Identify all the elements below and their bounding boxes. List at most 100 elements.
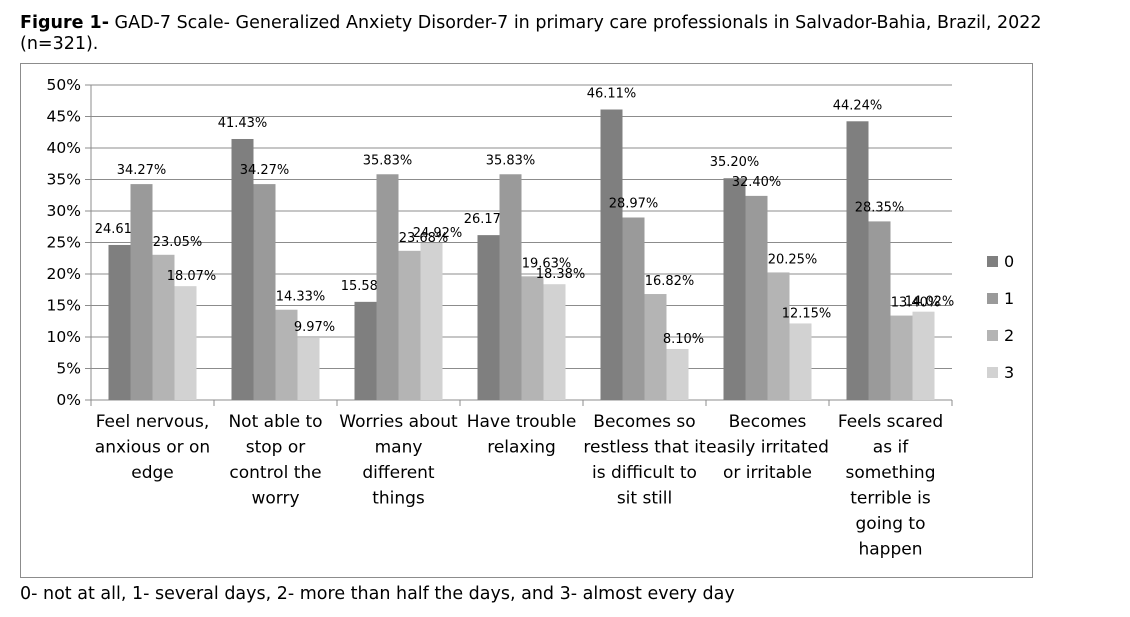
- category-label-line: many: [375, 438, 423, 458]
- category-label-line: control the: [229, 463, 321, 483]
- category-label-line: things: [372, 489, 425, 509]
- bar-series-3: [420, 243, 443, 400]
- category-label-line: restless that it: [583, 438, 706, 458]
- bar-series-3: [543, 284, 566, 400]
- bar-series-2: [275, 309, 298, 400]
- category-label-line: Feel nervous,: [96, 412, 210, 432]
- data-label: 9.97%: [294, 320, 335, 335]
- figure-title-text: GAD-7 Scale- Generalized Anxiety Disorde…: [20, 13, 1042, 54]
- y-tick-label: 10%: [47, 328, 81, 346]
- data-label: 16.82%: [645, 274, 695, 289]
- bar-series-3: [297, 337, 320, 400]
- category-label-line: something: [845, 463, 935, 483]
- data-label: 32.40%: [732, 175, 782, 190]
- figure-title-prefix: Figure 1-: [20, 13, 109, 33]
- category-label-line: happen: [858, 540, 922, 560]
- category-label-line: stop or: [246, 438, 306, 458]
- category-label-line: Not able to: [228, 412, 322, 432]
- y-tick-label: 15%: [47, 297, 81, 315]
- y-tick-label: 25%: [47, 234, 81, 252]
- legend-swatch: [987, 367, 998, 378]
- footnote: 0- not at all, 1- several days, 2- more …: [20, 584, 735, 604]
- category-label-line: going to: [856, 514, 926, 534]
- bar-series-1: [130, 184, 153, 400]
- bar-series-2: [398, 250, 421, 400]
- category-label-line: Have trouble: [467, 412, 577, 432]
- bar-series-0: [477, 235, 500, 400]
- y-tick-label: 35%: [47, 171, 81, 189]
- bar-series-1: [745, 195, 768, 400]
- data-label: 35.83%: [363, 153, 413, 168]
- legend-swatch: [987, 256, 998, 267]
- category-label-line: easily irritated: [706, 438, 829, 458]
- bar-series-0: [846, 121, 869, 400]
- data-label: 44.24%: [833, 98, 883, 113]
- category-label: Worries about many different things: [339, 412, 458, 509]
- bar-series-3: [174, 286, 197, 400]
- category-label-line: different: [362, 463, 435, 483]
- bar-series-2: [152, 254, 175, 400]
- category-label-line: edge: [131, 463, 174, 483]
- y-tick-label: 5%: [56, 360, 81, 378]
- category-label-line: or irritable: [723, 463, 812, 483]
- data-label: 28.97%: [609, 196, 659, 211]
- bar-series-1: [868, 221, 891, 400]
- bar-series-3: [789, 323, 812, 400]
- category-label-line: as if: [873, 438, 909, 458]
- category-label-line: is difficult to: [592, 463, 697, 483]
- legend-swatch: [987, 293, 998, 304]
- data-label: 24.92%: [413, 226, 463, 241]
- category-label: Feel nervous, anxious or on edge: [95, 412, 210, 483]
- legend-label: 0: [1004, 252, 1014, 271]
- bar-series-0: [108, 244, 131, 400]
- data-label: 8.10%: [663, 332, 704, 347]
- y-tick-label: 50%: [47, 76, 81, 94]
- bar-series-2: [890, 315, 913, 400]
- category-label-line: Becomes: [729, 412, 807, 432]
- bar-series-1: [499, 174, 522, 400]
- category-label-line: worry: [251, 489, 299, 509]
- category-label-line: anxious or on: [95, 438, 210, 458]
- legend-label: 2: [1004, 326, 1014, 345]
- data-label: 23.05%: [153, 235, 203, 250]
- category-label-line: sit still: [617, 489, 672, 509]
- data-label: 34.27%: [240, 163, 290, 178]
- data-label: 18.07%: [167, 269, 217, 284]
- data-label: 13.40%: [891, 296, 941, 311]
- bar-series-3: [912, 311, 935, 400]
- legend-swatch: [987, 330, 998, 341]
- category-label-line: terrible is: [850, 489, 931, 509]
- legend-label: 1: [1004, 289, 1014, 308]
- y-tick-label: 30%: [47, 202, 81, 220]
- data-label: 19.63%: [522, 256, 572, 271]
- bar-series-0: [354, 301, 377, 400]
- category-label: Feels scared as if something terrible is goi…: [838, 412, 943, 560]
- y-tick-label: 20%: [47, 265, 81, 283]
- bar-series-0: [723, 178, 746, 400]
- category-label-line: Worries about: [339, 412, 458, 432]
- y-tick-label: 45%: [47, 108, 81, 126]
- bar-chart: 0% 5% 10% 15% 20% 25% 30% 35% 40% 45% 50% Feel nerv…: [47, 76, 1015, 560]
- legend-label: 3: [1004, 363, 1014, 382]
- bar-series-1: [622, 217, 645, 400]
- chart-frame: 0% 5% 10% 15% 20% 25% 30% 35% 40% 45% 50% Feel nerv…: [20, 63, 1033, 578]
- data-label: 14.02%: [905, 295, 955, 310]
- bar-series-2: [644, 294, 667, 400]
- bar-series-0: [231, 138, 254, 400]
- data-label: 35.20%: [710, 155, 760, 170]
- data-label: 34.27%: [117, 163, 167, 178]
- y-tick-label: 40%: [47, 139, 81, 157]
- category-label: Have trouble relaxing: [467, 412, 577, 458]
- data-label: 23.68%: [399, 231, 449, 246]
- figure-title: Figure 1- GAD-7 Scale- Generalized Anxie…: [20, 13, 1120, 55]
- bar-series-1: [376, 174, 399, 400]
- category-label-line: Feels scared: [838, 412, 943, 432]
- data-label: 28.35%: [855, 200, 905, 215]
- category-label-line: Becomes so: [593, 412, 695, 432]
- data-label: 46.11%: [587, 87, 637, 102]
- data-label: 35.83%: [486, 153, 536, 168]
- category-label: Becomes so restless that it is difficult t…: [583, 412, 706, 509]
- bar-series-2: [521, 276, 544, 400]
- bar-series-3: [666, 348, 689, 400]
- category-label: Not able to stop or control the worry: [228, 412, 322, 509]
